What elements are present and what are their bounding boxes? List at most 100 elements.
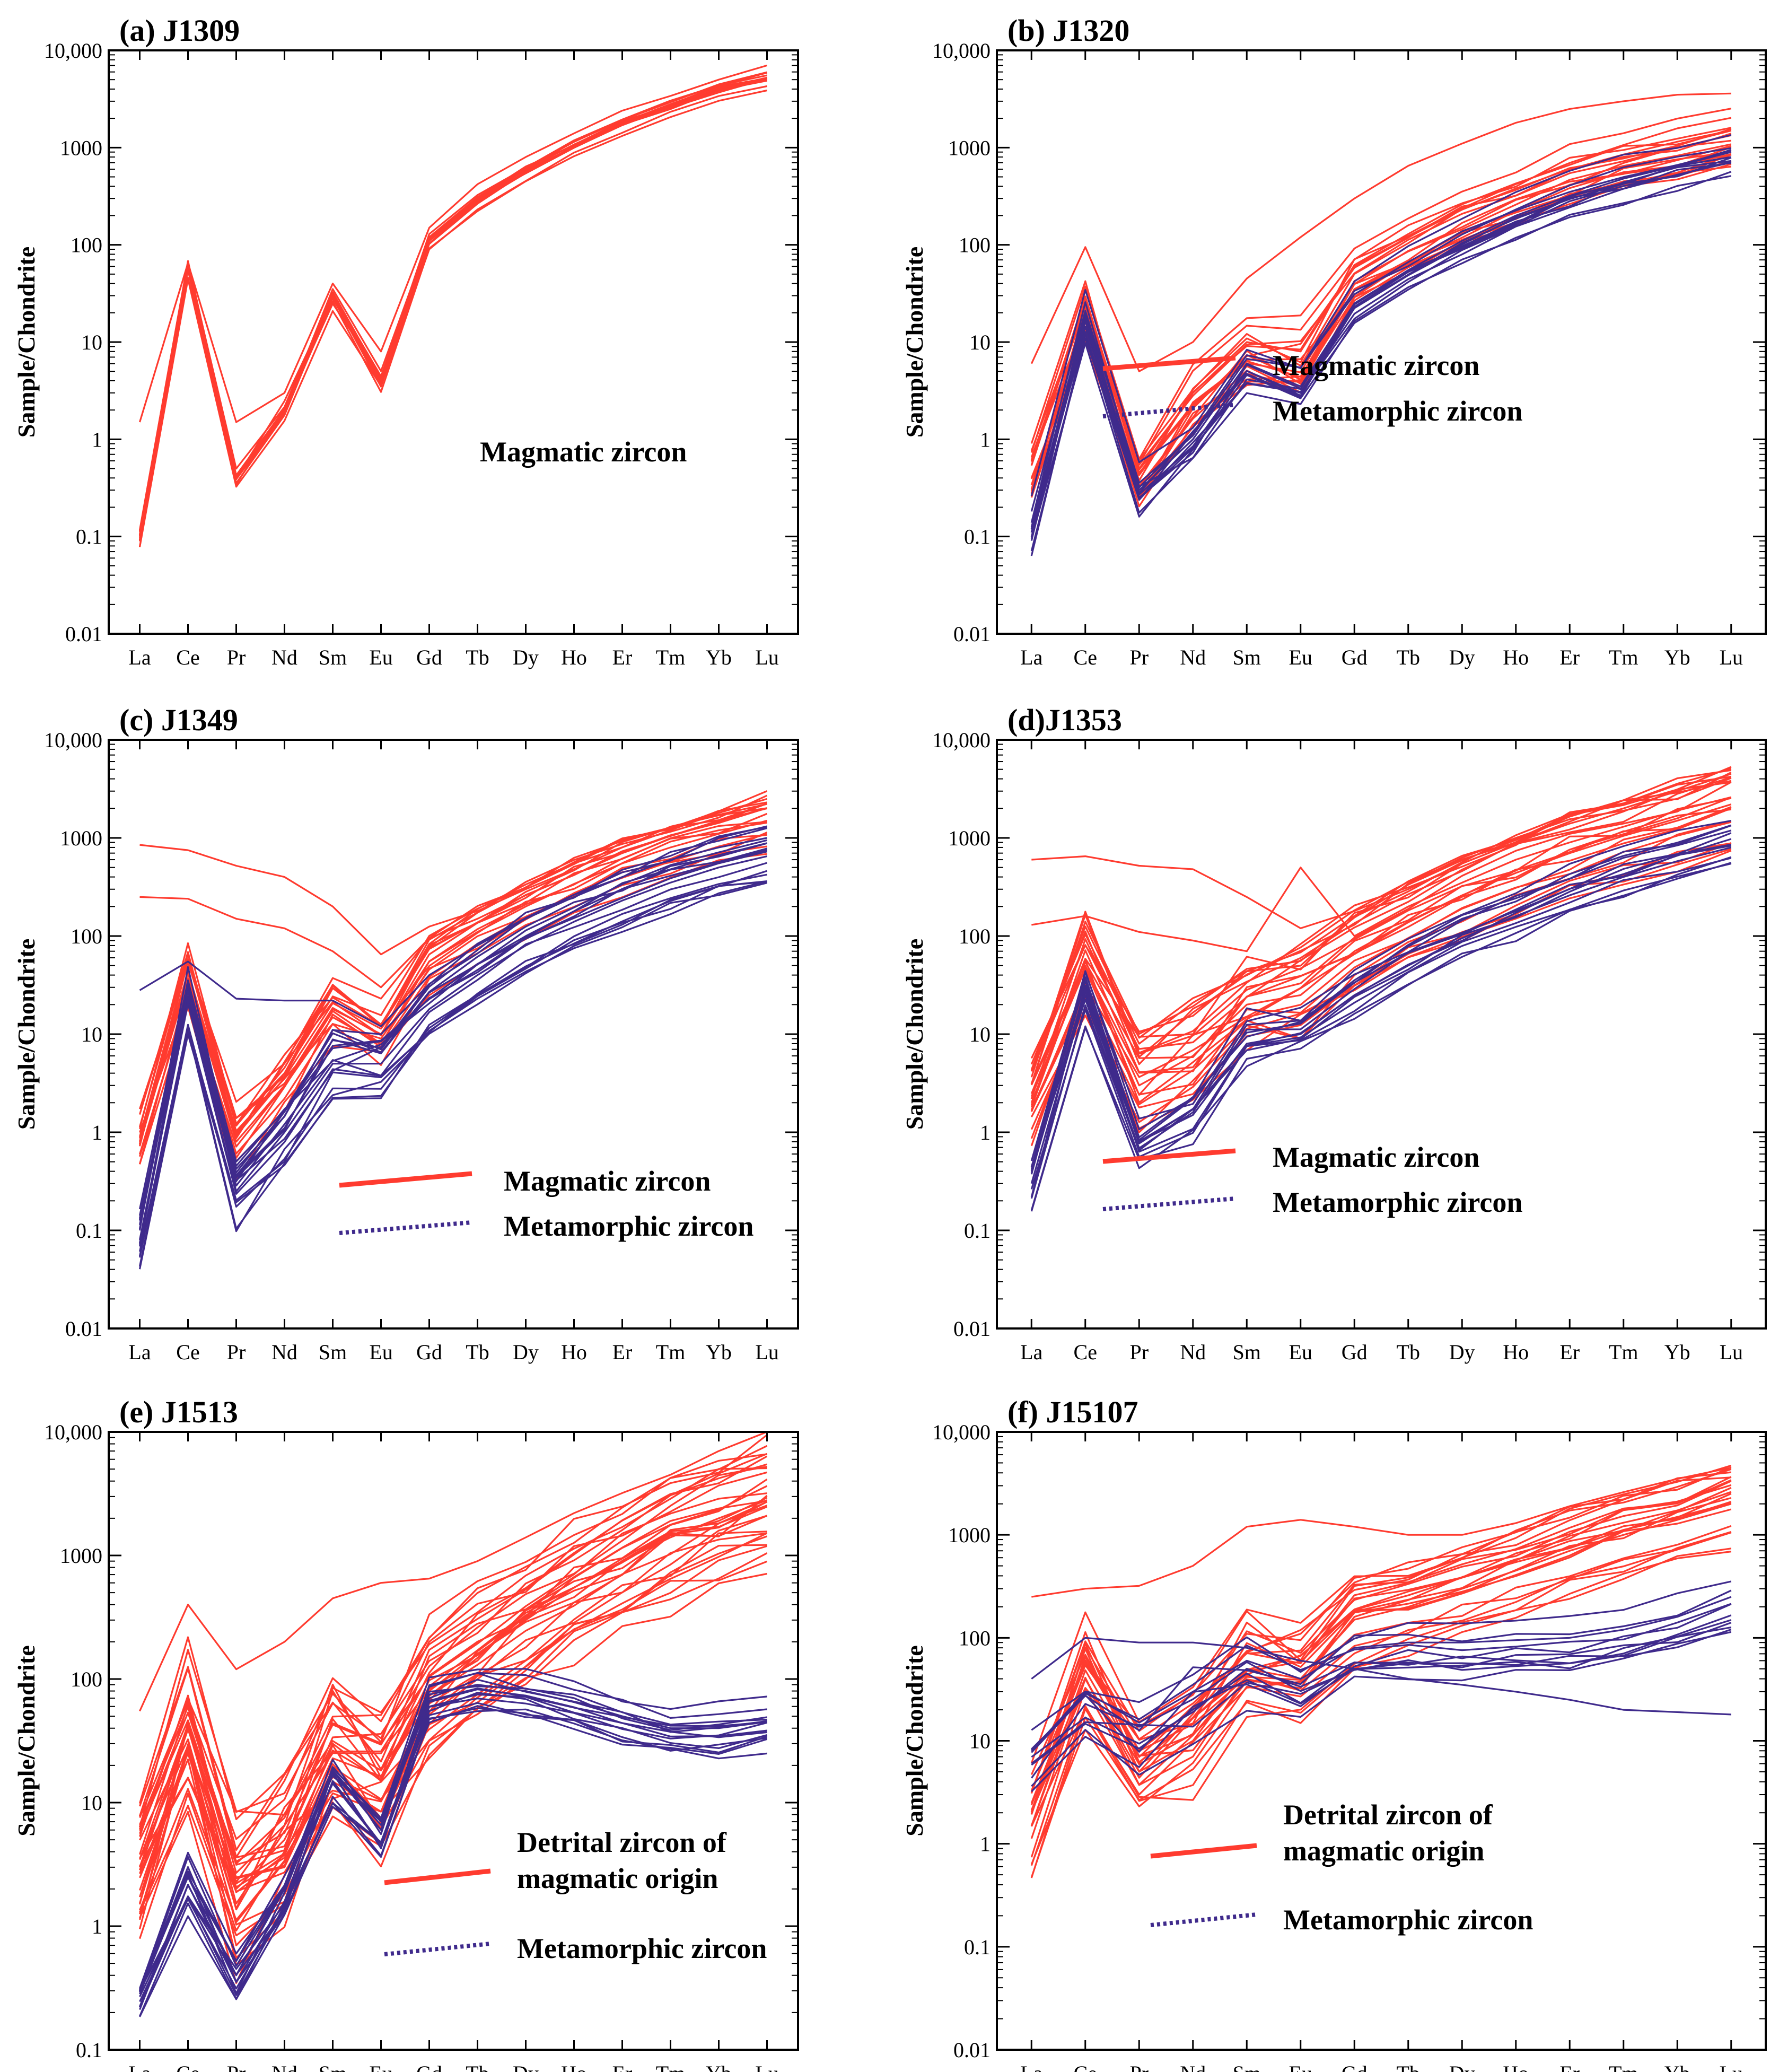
magmatic-line xyxy=(1030,153,1732,499)
x-tick-label: Dy xyxy=(1449,1340,1475,1364)
legend-magmatic-swatch xyxy=(1102,355,1236,371)
y-tick-label: 0.1 xyxy=(76,2038,102,2062)
magmatic-line xyxy=(138,72,767,532)
magmatic-line xyxy=(139,798,767,956)
y-tick-label: 1000 xyxy=(60,1544,102,1568)
x-tick-label: Sm xyxy=(1233,1340,1261,1364)
metamorphic-line xyxy=(139,1668,767,1991)
x-tick-label: Ce xyxy=(176,2061,199,2072)
y-tick-label: 1 xyxy=(980,427,991,451)
metamorphic-line xyxy=(139,1688,767,1997)
x-tick-label: Sm xyxy=(319,2061,347,2072)
x-tick-label: Ho xyxy=(1503,645,1529,669)
y-tick-label: 10,000 xyxy=(44,1420,102,1444)
metamorphic-line xyxy=(1030,151,1732,529)
magmatic-line xyxy=(1030,776,1732,1072)
magmatic-line xyxy=(139,1432,768,1712)
x-tick-label: Pr xyxy=(227,1340,246,1364)
metamorphic-line xyxy=(1031,1631,1732,1787)
y-tick-label: 0.01 xyxy=(65,1317,102,1341)
magmatic-line xyxy=(1031,773,1732,930)
magmatic-line xyxy=(138,1506,768,1885)
x-tick-label: Pr xyxy=(227,2061,246,2072)
y-tick-label: 0.01 xyxy=(65,622,102,646)
metamorphic-line xyxy=(138,851,767,1247)
legend-metamorphic-swatch xyxy=(339,1220,472,1235)
x-tick-label: Lu xyxy=(1720,1340,1743,1364)
magmatic-line xyxy=(1030,1479,1732,1815)
y-tick-label: 0.1 xyxy=(76,1219,102,1243)
x-tick-label: Nd xyxy=(271,2061,297,2072)
x-tick-label: Tm xyxy=(656,645,686,669)
x-tick-label: Ho xyxy=(1503,1340,1529,1364)
y-tick-label: 10,000 xyxy=(932,39,991,63)
magmatic-line xyxy=(1030,1476,1732,1812)
x-tick-label: Lu xyxy=(755,645,778,669)
x-tick-label: Gd xyxy=(1342,1340,1368,1364)
x-tick-label: Nd xyxy=(271,1340,297,1364)
x-tick-label: Dy xyxy=(513,645,539,669)
x-tick-label: Er xyxy=(1559,2061,1580,2072)
magmatic-line xyxy=(138,64,767,423)
x-tick-label: Eu xyxy=(369,1340,392,1364)
x-tick-label: Yb xyxy=(1664,1340,1690,1364)
x-tick-label: Tm xyxy=(656,2061,686,2072)
magmatic-line xyxy=(1030,766,1732,1072)
magmatic-line xyxy=(138,74,767,537)
magmatic-line xyxy=(138,1471,767,1830)
x-tick-label: Ho xyxy=(561,645,587,669)
metamorphic-line xyxy=(1030,845,1732,1171)
metamorphic-line xyxy=(139,1684,767,1991)
metamorphic-line xyxy=(1031,1614,1732,1758)
y-tick-label: 10,000 xyxy=(932,728,991,752)
magmatic-line xyxy=(138,1466,767,1870)
x-tick-label: Ce xyxy=(1074,2061,1097,2072)
magmatic-line xyxy=(139,1485,768,1910)
magmatic-line xyxy=(138,834,767,1139)
series-group xyxy=(1030,766,1732,1212)
x-tick-label: Tm xyxy=(1609,2061,1638,2072)
y-tick-label: 10 xyxy=(969,1729,991,1753)
magmatic-line xyxy=(1030,1480,1732,1815)
y-tick-label: 1000 xyxy=(948,826,991,850)
magmatic-line xyxy=(1030,1502,1732,1814)
magmatic-line xyxy=(139,1545,767,1937)
magmatic-line xyxy=(138,1445,768,1828)
x-tick-label: Ho xyxy=(561,1340,587,1364)
magmatic-line xyxy=(1030,1464,1732,1764)
legend-metamorphic-swatch xyxy=(1102,403,1236,418)
magmatic-line xyxy=(1030,92,1731,372)
magmatic-line xyxy=(1031,1466,1732,1598)
magmatic-line xyxy=(1030,767,1732,1059)
x-tick-label: Eu xyxy=(369,2061,392,2072)
series-group xyxy=(138,64,767,547)
magmatic-line xyxy=(1030,806,1732,1111)
metamorphic-line xyxy=(138,1672,767,1993)
metamorphic-line xyxy=(1030,151,1732,523)
x-tick-label: Er xyxy=(612,2061,633,2072)
metamorphic-line xyxy=(1031,1580,1732,1731)
x-tick-label: La xyxy=(128,645,151,669)
magmatic-line xyxy=(138,832,768,1165)
metamorphic-line xyxy=(138,842,767,1216)
metamorphic-line xyxy=(139,1692,767,2008)
metamorphic-line xyxy=(1030,857,1732,1173)
y-tick-label: 10 xyxy=(969,1022,991,1046)
x-tick-label: Lu xyxy=(755,1340,778,1364)
magmatic-line xyxy=(1030,1503,1732,1826)
metamorphic-line xyxy=(138,827,767,1221)
magmatic-line xyxy=(1030,1476,1731,1794)
legend-label: Metamorphic zircon xyxy=(1273,395,1522,427)
legend-label: Metamorphic zircon xyxy=(1273,1186,1522,1218)
metamorphic-line xyxy=(1030,862,1732,1211)
panel-title: (a) J1309 xyxy=(119,13,240,48)
magmatic-line xyxy=(1030,1466,1732,1776)
y-tick-label: 0.1 xyxy=(964,525,991,549)
legend-magmatic-swatch xyxy=(1150,1843,1257,1859)
x-tick-label: Sm xyxy=(1233,645,1261,669)
legend-label: Detrital zircon of magmatic origin xyxy=(517,1826,727,1894)
metamorphic-line xyxy=(139,1702,767,2002)
y-tick-label: 10,000 xyxy=(44,728,102,752)
metamorphic-line xyxy=(1030,134,1732,496)
y-tick-label: 0.1 xyxy=(964,1935,991,1959)
